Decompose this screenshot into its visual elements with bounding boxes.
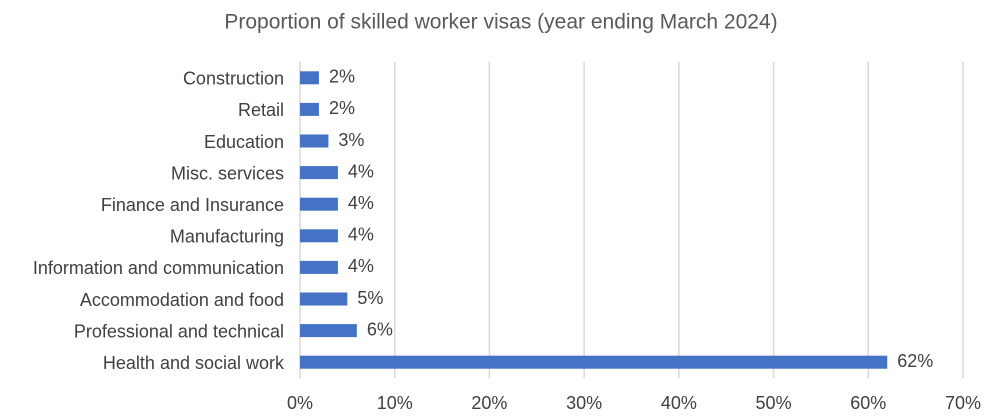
x-tick-label: 30%	[566, 393, 602, 413]
data-label: 4%	[348, 256, 374, 276]
bar	[300, 102, 319, 116]
data-label: 62%	[897, 351, 933, 371]
data-label: 3%	[338, 130, 364, 150]
x-tick-label: 60%	[850, 393, 886, 413]
data-label: 4%	[348, 225, 374, 245]
data-label: 5%	[357, 288, 383, 308]
y-tick-label: Health and social work	[103, 353, 285, 373]
data-label: 6%	[367, 319, 393, 339]
x-tick-label: 20%	[471, 393, 507, 413]
bar	[300, 166, 338, 180]
y-tick-label: Professional and technical	[74, 321, 284, 341]
y-tick-label: Information and communication	[33, 258, 284, 278]
x-tick-label: 40%	[661, 393, 697, 413]
y-tick-label: Construction	[183, 69, 284, 89]
bar	[300, 324, 357, 338]
bar	[300, 260, 338, 274]
data-label: 2%	[329, 67, 355, 87]
x-tick-label: 10%	[377, 393, 413, 413]
data-label: 4%	[348, 161, 374, 181]
y-tick-label: Education	[204, 132, 284, 152]
bar	[300, 292, 348, 306]
y-tick-label: Retail	[238, 100, 284, 120]
bar	[300, 229, 338, 243]
bar	[300, 197, 338, 211]
y-tick-label: Accommodation and food	[80, 290, 284, 310]
data-label: 4%	[348, 193, 374, 213]
x-tick-label: 50%	[756, 393, 792, 413]
y-tick-label: Finance and Insurance	[101, 195, 284, 215]
bar	[300, 71, 319, 85]
bar	[300, 355, 888, 369]
data-label: 2%	[329, 98, 355, 118]
chart-title: Proportion of skilled worker visas (year…	[224, 11, 777, 34]
y-tick-label: Manufacturing	[170, 227, 284, 247]
x-tick-label: 0%	[287, 393, 313, 413]
y-tick-label: Misc. services	[171, 163, 284, 183]
x-tick-label: 70%	[945, 393, 981, 413]
bar	[300, 134, 329, 148]
